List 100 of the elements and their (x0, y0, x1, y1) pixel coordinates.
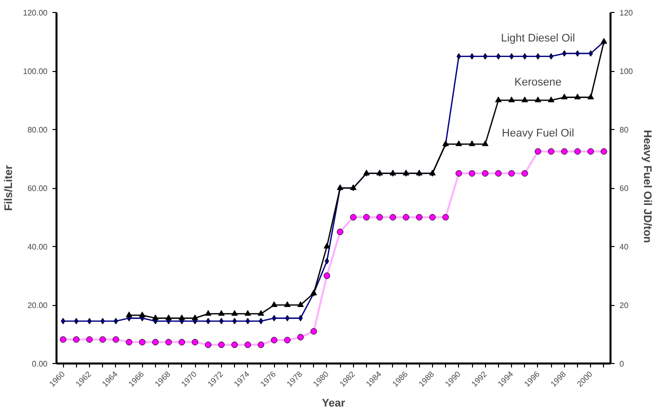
point (522, 53, 528, 60)
point (218, 342, 225, 348)
point (165, 338, 172, 346)
y2-tick-label: 40 (620, 242, 629, 252)
point (468, 170, 476, 177)
y-axis-title: Fils/Liter (3, 164, 16, 211)
point (561, 94, 568, 100)
point (482, 53, 488, 60)
point (165, 314, 172, 320)
point (416, 214, 422, 220)
point (376, 214, 383, 220)
point (534, 96, 542, 102)
point (548, 53, 554, 60)
point (548, 96, 554, 102)
y-tick-label: 0.00 (32, 360, 48, 368)
point (86, 336, 93, 343)
y-tick-label: 80.00 (27, 126, 48, 134)
point (324, 258, 330, 264)
point (496, 53, 501, 60)
point (508, 170, 515, 177)
point (270, 301, 278, 307)
point (363, 214, 370, 220)
point (114, 318, 118, 324)
point (258, 342, 264, 348)
point (126, 338, 132, 346)
y2-tick-label: 0 (620, 360, 624, 368)
point (284, 301, 291, 307)
point (60, 318, 66, 324)
point (310, 328, 317, 335)
y2-axis-title: Heavy Fuel Oil JD/ton (640, 130, 653, 244)
point (152, 314, 159, 320)
point (587, 148, 594, 155)
y-tick-label: 120.00 (23, 8, 48, 18)
y2-tick-label: 100 (620, 67, 634, 76)
point (297, 301, 304, 307)
point (258, 318, 264, 324)
point (231, 310, 238, 316)
y-tick-label: 20.00 (27, 301, 48, 310)
point (126, 312, 132, 318)
point (204, 342, 212, 348)
point (192, 314, 198, 320)
point (482, 140, 488, 146)
series-label: Light Diesel Oil (500, 32, 575, 45)
point (138, 312, 146, 318)
point (588, 50, 593, 57)
y2-tick-label: 80 (620, 126, 629, 134)
point (192, 338, 198, 346)
point (324, 272, 330, 279)
point (482, 170, 488, 177)
point (232, 318, 237, 324)
point (574, 94, 581, 100)
point (231, 342, 238, 348)
point (152, 338, 159, 346)
point (272, 314, 276, 322)
y2-tick-label: 60 (620, 184, 629, 193)
y2-tick-label: 20 (620, 301, 629, 310)
point (536, 53, 540, 60)
point (178, 338, 186, 346)
point (244, 342, 252, 348)
y-tick-label: 40.00 (27, 242, 48, 252)
point (258, 310, 264, 316)
point (402, 214, 410, 220)
point (561, 148, 568, 155)
point (468, 140, 476, 146)
point (218, 310, 225, 316)
point (138, 338, 146, 346)
point (178, 314, 186, 320)
point (204, 310, 212, 316)
series-label: Heavy Fuel Oil (502, 128, 574, 140)
point (508, 96, 515, 102)
point (246, 318, 250, 324)
point (574, 148, 581, 155)
point (509, 53, 514, 60)
point (456, 53, 462, 60)
point (522, 96, 528, 102)
point (587, 94, 594, 100)
point (390, 214, 396, 220)
point (297, 334, 304, 340)
point (562, 50, 567, 57)
point (522, 170, 528, 177)
point (534, 148, 542, 155)
point (548, 148, 554, 155)
point (284, 336, 291, 344)
point (74, 318, 79, 324)
point (87, 318, 92, 324)
point (336, 228, 344, 236)
point (100, 318, 105, 324)
x-axis-title: Year (322, 397, 346, 410)
point (600, 148, 608, 155)
y-tick-label: 100.00 (23, 67, 48, 76)
point (470, 53, 474, 60)
point (60, 336, 66, 343)
point (456, 170, 462, 177)
point (99, 336, 106, 343)
point (244, 310, 252, 316)
point (442, 214, 449, 220)
point (429, 214, 436, 220)
point (206, 318, 210, 324)
point (456, 140, 462, 146)
point (350, 214, 357, 220)
